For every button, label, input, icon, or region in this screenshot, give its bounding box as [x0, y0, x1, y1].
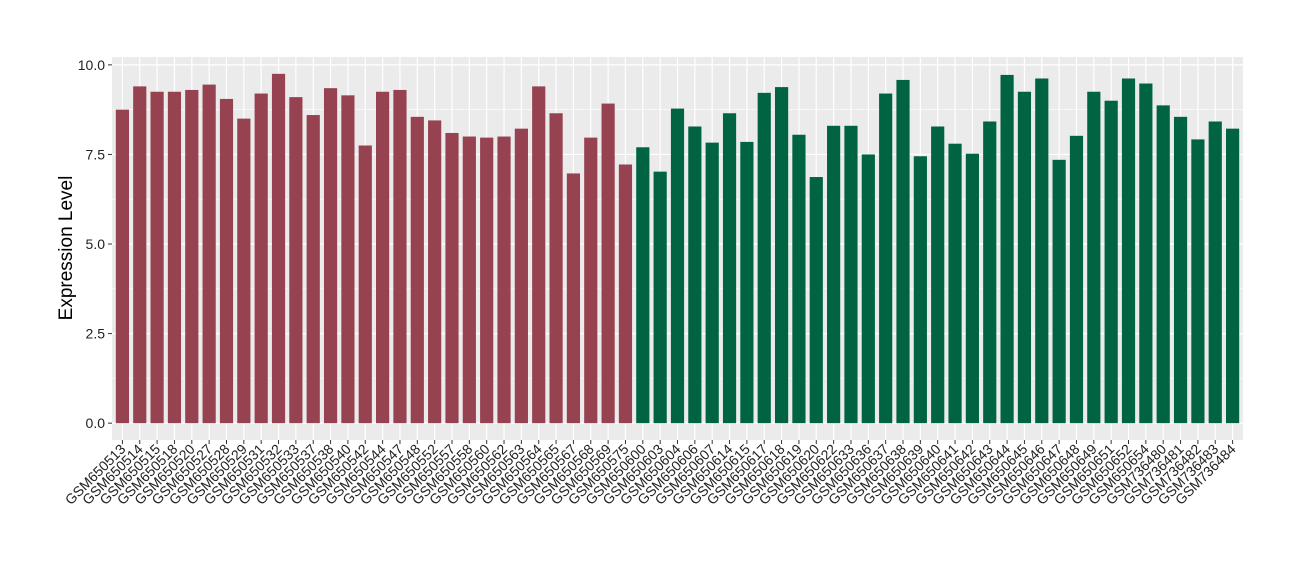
bar	[1121, 78, 1136, 424]
bar	[341, 95, 355, 424]
bar	[913, 156, 927, 424]
bar	[497, 136, 511, 424]
bar	[237, 118, 251, 424]
bar	[809, 177, 823, 424]
bar	[879, 93, 893, 424]
bar	[1000, 74, 1014, 424]
bar	[167, 91, 182, 424]
bar	[636, 147, 650, 424]
bar	[185, 89, 199, 424]
bar	[757, 92, 771, 424]
bar	[1191, 139, 1205, 424]
bar	[410, 116, 424, 424]
bar	[844, 125, 858, 424]
bar	[1226, 128, 1240, 424]
bar	[983, 121, 997, 424]
bar	[1104, 100, 1118, 424]
bar	[740, 141, 754, 424]
bar	[1052, 159, 1066, 424]
bar	[150, 91, 164, 424]
bar	[861, 154, 875, 424]
bar	[514, 128, 528, 424]
y-axis-label: Expression Level	[56, 176, 77, 321]
bar	[618, 164, 633, 424]
bar	[584, 137, 598, 424]
bar	[133, 86, 147, 424]
y-tick-label: 2.5	[86, 326, 106, 342]
bar	[445, 132, 459, 424]
bar	[376, 91, 390, 424]
bar	[774, 87, 789, 424]
bar	[549, 113, 563, 424]
bar	[931, 126, 945, 424]
bar	[462, 136, 476, 424]
bar	[202, 84, 216, 424]
bar	[1139, 83, 1153, 424]
bar	[1156, 105, 1170, 424]
bar	[393, 89, 407, 424]
bar	[532, 86, 546, 424]
bar	[948, 143, 962, 424]
bar	[965, 153, 979, 424]
y-tick-label: 10.0	[78, 57, 105, 73]
bar	[722, 113, 737, 424]
bar	[289, 97, 303, 424]
bar	[896, 79, 910, 424]
bar	[428, 120, 442, 424]
bar	[1087, 91, 1101, 424]
bar	[254, 93, 268, 424]
bar	[566, 173, 581, 424]
bar	[688, 126, 702, 424]
bar	[115, 109, 129, 424]
bar	[358, 145, 372, 424]
bar	[705, 142, 719, 424]
bar	[1069, 135, 1084, 424]
bar	[323, 88, 338, 424]
bar	[827, 125, 841, 424]
bar	[1035, 78, 1049, 424]
y-tick-label: 0.0	[86, 415, 106, 431]
bar	[1173, 116, 1188, 424]
bar	[601, 103, 615, 424]
bar	[1208, 121, 1222, 424]
bar	[480, 137, 494, 424]
bar	[271, 73, 286, 424]
y-tick-label: 7.5	[86, 146, 106, 162]
bar	[670, 108, 685, 424]
bar	[653, 171, 667, 424]
y-tick-label: 5.0	[86, 236, 106, 252]
bar	[219, 98, 234, 424]
bar	[306, 115, 320, 424]
bar	[792, 134, 806, 424]
bar	[1017, 91, 1032, 424]
